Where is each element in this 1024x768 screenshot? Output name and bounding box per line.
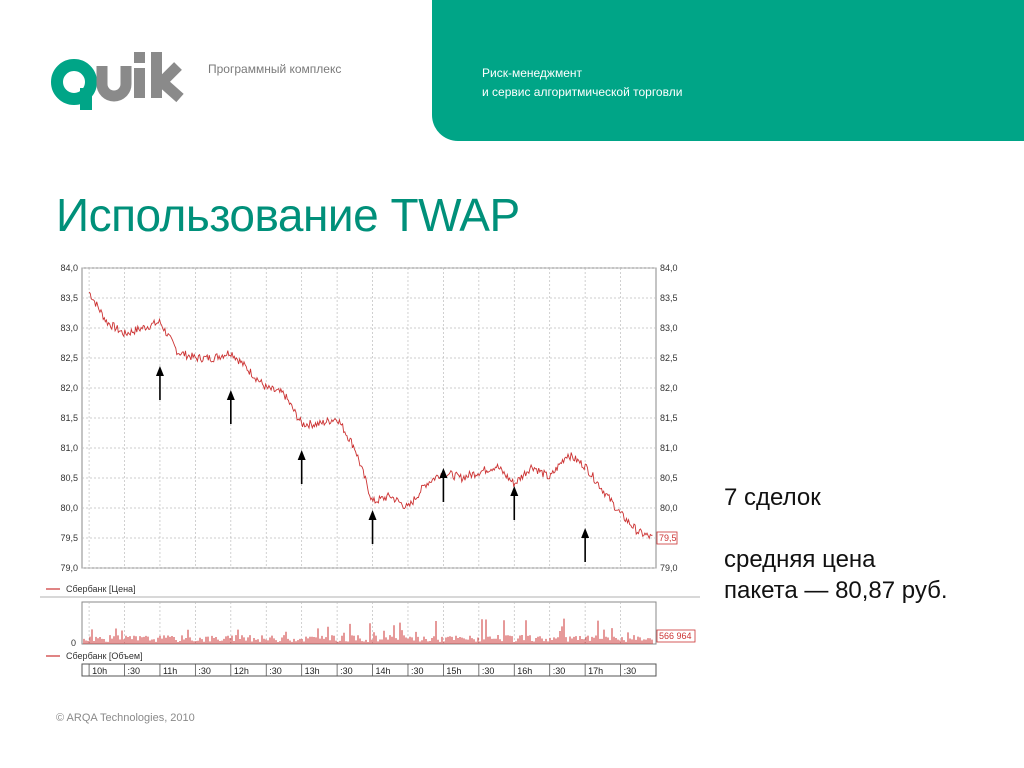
last-price-label: 79,5 bbox=[659, 533, 677, 543]
time-tick-label: :30 bbox=[482, 666, 495, 676]
time-tick-label: 15h bbox=[446, 666, 461, 676]
y-tick-label-right: 79,0 bbox=[660, 563, 678, 573]
y-tick-label-right: 84,0 bbox=[660, 263, 678, 273]
time-tick-label: :30 bbox=[340, 666, 353, 676]
footer-copyright: © ARQA Technologies, 2010 bbox=[56, 712, 195, 724]
y-tick-label-right: 82,0 bbox=[660, 383, 678, 393]
average-price-line-1: средняя цена bbox=[724, 546, 876, 573]
trade-arrow-head bbox=[439, 468, 448, 478]
time-tick-label: 16h bbox=[517, 666, 532, 676]
y-tick-label-left: 79,0 bbox=[60, 563, 78, 573]
header-banner: Риск-менеджмент и сервис алгоритмической… bbox=[432, 0, 1024, 141]
y-tick-label-right: 83,0 bbox=[660, 323, 678, 333]
price-legend-label: Сбербанк [Цена] bbox=[66, 584, 136, 594]
banner-line-2: и сервис алгоритмической торговли bbox=[482, 85, 683, 99]
y-tick-label-left: 84,0 bbox=[60, 263, 78, 273]
time-axis-frame bbox=[81, 663, 657, 677]
volume-zero-label: 0 bbox=[71, 638, 76, 648]
trade-arrow-head bbox=[226, 390, 235, 400]
y-tick-label-left: 82,5 bbox=[60, 353, 78, 363]
chart-svg: 84,0 84,0 83,5 83,5 83,0 83,0 82,5 82,5 82,0 82,0… bbox=[40, 263, 700, 677]
last-volume-box bbox=[656, 629, 696, 643]
y-tick-label-left: 80,5 bbox=[60, 473, 78, 483]
time-tick-label: 13h bbox=[305, 666, 320, 676]
time-tick-label: :30 bbox=[198, 666, 211, 676]
y-tick-label-right: 80,0 bbox=[660, 503, 678, 513]
y-tick-label-left: 81,5 bbox=[60, 413, 78, 423]
y-tick-label-right: 81,0 bbox=[660, 443, 678, 453]
trade-arrow-head bbox=[368, 510, 377, 520]
price-panel-frame bbox=[81, 267, 657, 569]
banner-line-1: Риск-менеджмент bbox=[482, 66, 582, 80]
twap-chart: 84,0 84,0 83,5 83,5 83,0 83,0 82,5 82,5 82,0 82,0… bbox=[40, 256, 700, 680]
average-price-line-2: пакета — 80,87 руб. bbox=[724, 577, 948, 604]
time-tick-label: :30 bbox=[553, 666, 566, 676]
time-tick-label: :30 bbox=[411, 666, 424, 676]
time-tick-label: 14h bbox=[376, 666, 391, 676]
header-subtitle: Программный комплекс bbox=[208, 62, 342, 76]
deals-count: 7 сделок bbox=[724, 484, 821, 511]
trade-arrow-head bbox=[510, 486, 519, 496]
average-price: средняя цена пакета — 80,87 руб. bbox=[724, 544, 1014, 606]
trade-arrow-head bbox=[581, 528, 590, 538]
slide-title: Использование TWAP bbox=[56, 189, 520, 241]
y-tick-label-left: 79,5 bbox=[60, 533, 78, 543]
volume-legend-label: Сбербанк [Объем] bbox=[66, 651, 143, 661]
y-tick-label-left: 81,0 bbox=[60, 443, 78, 453]
time-tick-label: :30 bbox=[128, 666, 141, 676]
trade-arrow-head bbox=[297, 450, 306, 460]
y-tick-label-left: 83,0 bbox=[60, 323, 78, 333]
price-series-line bbox=[88, 291, 653, 540]
time-tick-label: 12h bbox=[234, 666, 249, 676]
time-tick-label: :30 bbox=[269, 666, 282, 676]
last-price-box bbox=[656, 531, 678, 545]
quik-logo bbox=[50, 44, 190, 114]
y-tick-label-left: 80,0 bbox=[60, 503, 78, 513]
y-tick-label-right: 81,5 bbox=[660, 413, 678, 423]
y-tick-label-right: 80,5 bbox=[660, 473, 678, 483]
y-tick-label-left: 82,0 bbox=[60, 383, 78, 393]
trade-arrow-head bbox=[155, 366, 164, 376]
time-tick-label: :30 bbox=[624, 666, 637, 676]
y-tick-label-left: 83,5 bbox=[60, 293, 78, 303]
time-tick-label: 10h bbox=[92, 666, 107, 676]
time-tick-label: 11h bbox=[163, 666, 177, 676]
y-tick-label-right: 83,5 bbox=[660, 293, 678, 303]
time-tick-label: 17h bbox=[588, 666, 603, 676]
y-tick-label-right: 82,5 bbox=[660, 353, 678, 363]
last-volume-label: 566 964 bbox=[659, 631, 692, 641]
